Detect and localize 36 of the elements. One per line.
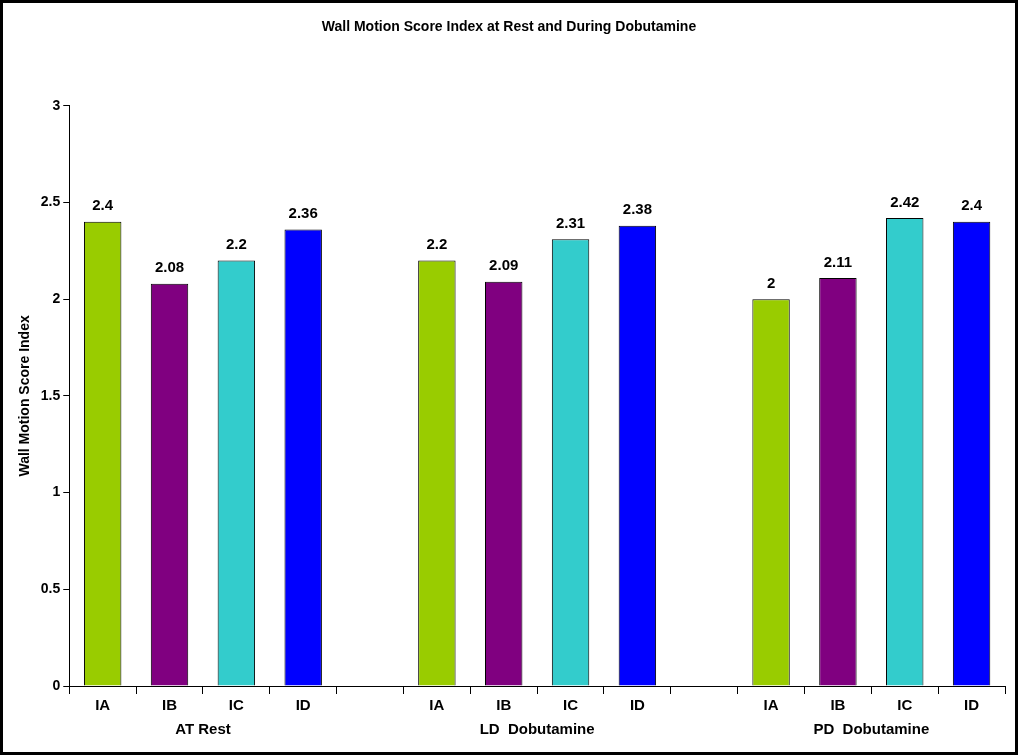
text: LD Dobutamine bbox=[479, 719, 595, 737]
x-tick-label: ID bbox=[964, 696, 980, 714]
x-tick-label: IA bbox=[95, 696, 111, 714]
data-label: 2.2 bbox=[225, 235, 247, 253]
x-tick-label: IB bbox=[162, 696, 178, 714]
y-tick-label: 2.5 bbox=[40, 193, 61, 210]
data-label: 2.38 bbox=[622, 200, 652, 218]
x-tick-label: IB bbox=[496, 696, 512, 714]
data-label: 2.36 bbox=[288, 204, 318, 222]
x-tick-label: IB bbox=[830, 696, 846, 714]
text: PD Dobutamine bbox=[813, 719, 930, 737]
data-label: 2.31 bbox=[555, 213, 586, 231]
x-tick-label: ID bbox=[629, 696, 646, 714]
data-label: 2.42 bbox=[890, 192, 920, 210]
y-axis-title: Wall Motion Score Index bbox=[16, 315, 33, 477]
data-label: 2.08 bbox=[154, 258, 185, 276]
x-tick-label: IC bbox=[563, 696, 579, 714]
x-tick-label: IA bbox=[429, 696, 445, 714]
chart-title: Wall Motion Score Index at Rest and During Dobutamine bbox=[321, 18, 697, 35]
y-tick-label: 1.5 bbox=[40, 386, 61, 403]
x-tick-label: IC bbox=[897, 696, 913, 714]
y-tick-label: 1 bbox=[52, 483, 61, 500]
x-tick-label: ID bbox=[295, 696, 311, 714]
data-label: 2.4 bbox=[961, 196, 983, 214]
y-tick-label: 0 bbox=[52, 676, 61, 693]
y-tick-label: 2 bbox=[52, 290, 61, 307]
x-tick-label: IC bbox=[228, 696, 245, 714]
data-label: 2.09 bbox=[489, 256, 519, 274]
data-label: 2.2 bbox=[426, 235, 448, 253]
data-label: 2.11 bbox=[823, 252, 853, 270]
data-label: 2.4 bbox=[92, 196, 114, 214]
y-tick-label: 3 bbox=[52, 96, 61, 113]
x-tick-label: IA bbox=[763, 696, 779, 714]
data-label: 2 bbox=[766, 273, 776, 291]
text: AT Rest bbox=[175, 719, 231, 737]
y-tick-label: 0.5 bbox=[40, 580, 61, 597]
